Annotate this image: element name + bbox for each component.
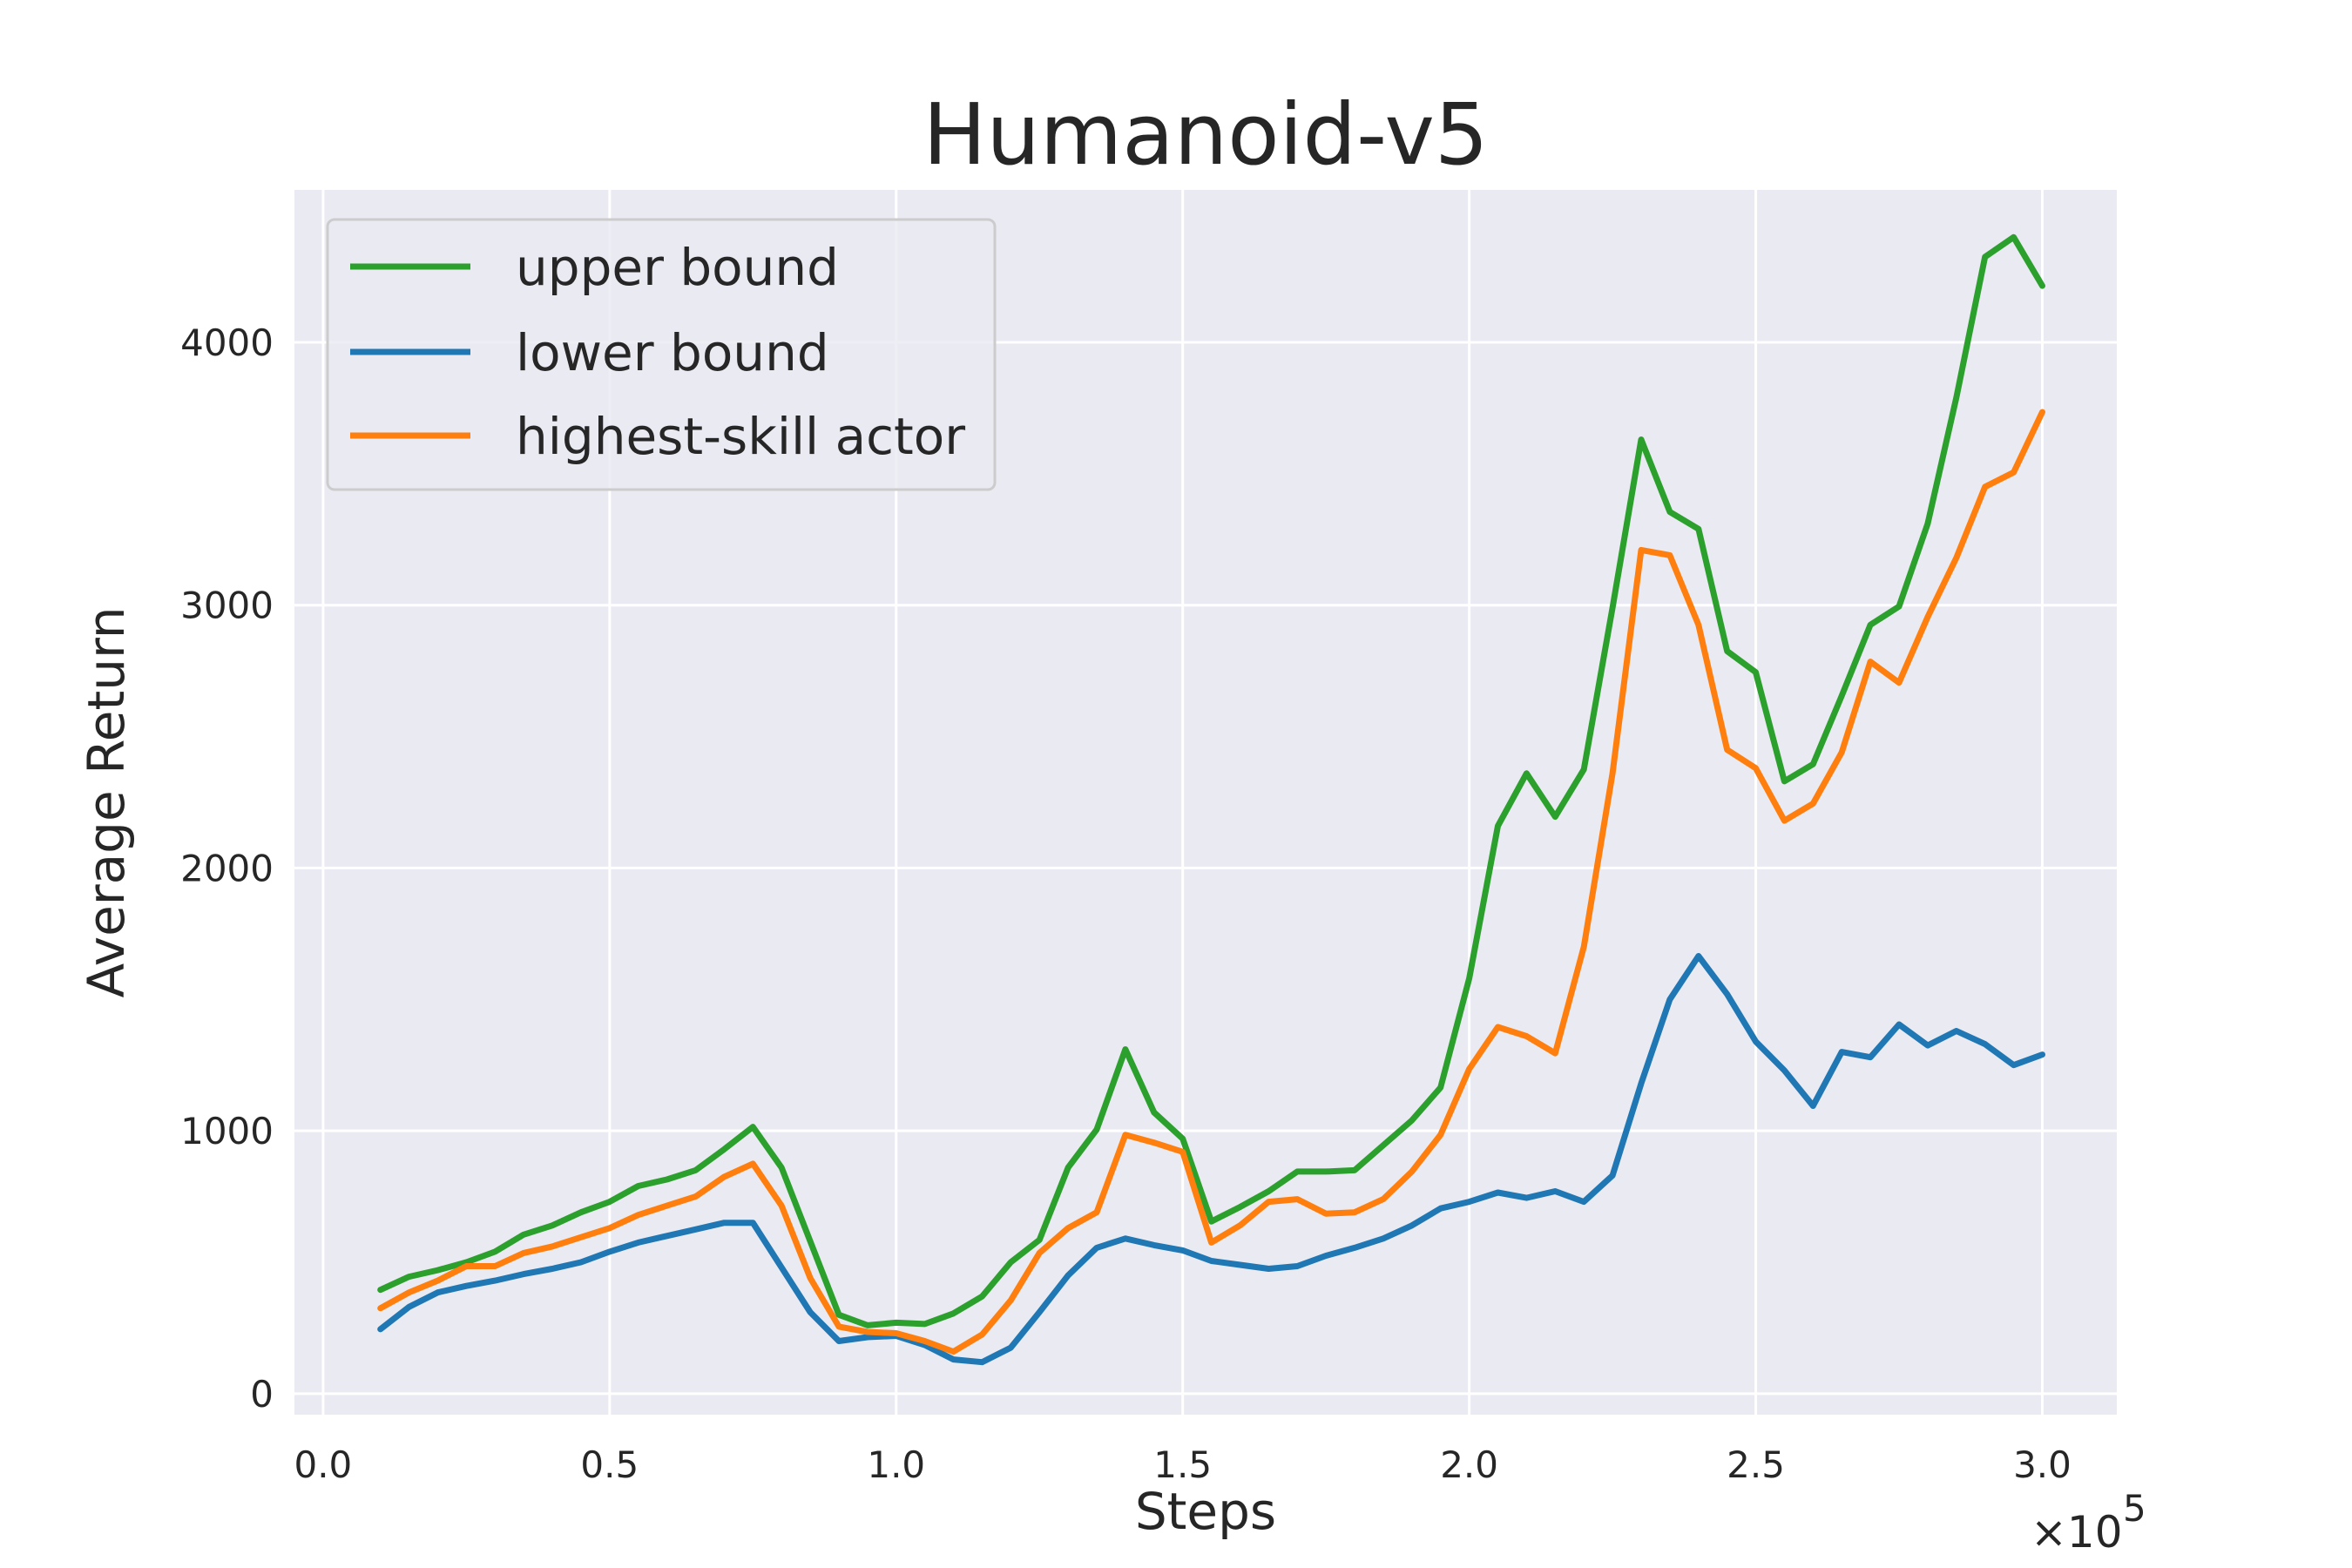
x-tick-label: 1.5 — [1153, 1443, 1212, 1486]
x-offset-exponent: 5 — [2123, 1487, 2146, 1530]
y-tick-label: 2000 — [180, 847, 274, 889]
x-tick-label: 0.5 — [580, 1443, 639, 1486]
legend-label-highest-skill-actor: highest-skill actor — [516, 407, 965, 466]
legend: upper bound lower bound highest-skill ac… — [326, 218, 997, 491]
y-tick-label: 3000 — [180, 585, 274, 627]
y-tick-label: 0 — [250, 1373, 274, 1416]
grid-lines — [294, 190, 2117, 1415]
y-axis-label: Average Return — [77, 606, 136, 997]
x-tick-label: 0.0 — [294, 1443, 352, 1486]
x-tick-label: 2.0 — [1440, 1443, 1498, 1486]
legend-label-upper-bound: upper bound — [516, 238, 839, 297]
y-tick-label: 4000 — [180, 321, 274, 364]
chart-title: Humanoid-v5 — [923, 85, 1488, 184]
legend-label-lower-bound: lower bound — [516, 323, 829, 382]
series-lines — [377, 233, 2045, 1366]
x-tick-label: 1.0 — [867, 1443, 925, 1486]
series-line-lower-bound — [377, 953, 2045, 1366]
y-tick-label: 1000 — [180, 1110, 274, 1152]
x-tick-label: 3.0 — [2013, 1443, 2072, 1486]
series-line-upper-bound — [377, 233, 2045, 1328]
legend-box — [326, 218, 997, 491]
x-axis-label: Steps — [1135, 1482, 1276, 1541]
x-offset-label: ×10 5 — [2031, 1487, 2146, 1558]
x-tick-label: 2.5 — [1727, 1443, 1785, 1486]
series-line-highest-skill-actor — [377, 409, 2045, 1355]
x-offset-base: ×10 — [2031, 1507, 2123, 1558]
tick-labels: 0.0 0.5 1.0 1.5 2.0 2.5 3.0 0 1000 2000 3000 4000 — [180, 321, 2072, 1486]
